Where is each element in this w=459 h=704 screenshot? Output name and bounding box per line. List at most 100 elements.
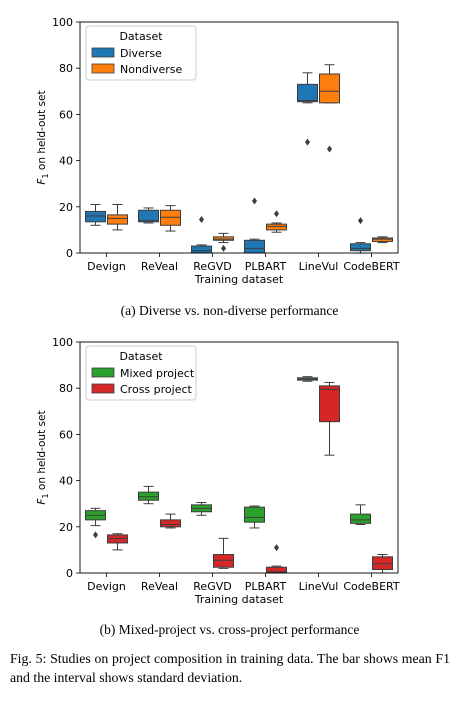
- box-mixed-project-codebert: [350, 504, 371, 525]
- box-nondiverse-plbart: [266, 210, 287, 233]
- legend-swatch-mixed-project: [91, 367, 115, 378]
- box-diverse-linevul: [297, 72, 318, 146]
- box-iqr: [266, 223, 287, 231]
- x-tick-label: ReVeal: [141, 260, 178, 273]
- figure-caption: Fig. 5: Studies on project composition i…: [10, 649, 450, 687]
- x-tick-label: CodeBERT: [343, 580, 400, 593]
- outlier-point: [221, 244, 226, 252]
- y-tick-label: 100: [52, 336, 73, 349]
- x-tick-label: CodeBERT: [343, 260, 400, 273]
- box-nondiverse-regvd: [213, 232, 234, 252]
- box-mixed-project-linevul: [297, 376, 318, 382]
- legend-swatch-nondiverse: [91, 63, 115, 74]
- box-iqr: [372, 556, 393, 571]
- box-iqr: [138, 491, 159, 501]
- box-iqr: [213, 236, 234, 241]
- legend-swatch-cross-project: [91, 383, 115, 394]
- box-mixed-project-plbart: [244, 505, 265, 529]
- y-tick-label: 40: [59, 475, 73, 488]
- y-axis-label: F1 on held-out set: [36, 90, 50, 184]
- legend-title: Dataset: [119, 30, 163, 43]
- y-tick-label: 20: [59, 201, 73, 214]
- box-diverse-plbart: [244, 197, 265, 254]
- y-tick-label: 0: [66, 567, 73, 580]
- chart-diverse-vs-nondiverse: 0 20 40 60 80 100 Devign ReVeal ReGVD PLBART LineV…: [36, 16, 400, 286]
- legend-label-cross-project: Cross project: [120, 383, 193, 396]
- box-mixed-project-devign: [85, 507, 106, 539]
- legend-label-mixed-project: Mixed project: [120, 367, 195, 380]
- box-diverse-reveal: [138, 207, 159, 224]
- y-tick-label: 80: [59, 62, 73, 75]
- outlier-point: [305, 138, 310, 146]
- outlier-point: [274, 210, 279, 218]
- x-tick-label: LineVul: [299, 580, 339, 593]
- outlier-point: [199, 216, 204, 224]
- box-mixed-project-reveal: [138, 485, 159, 505]
- y-axis-label-sub: 1: [41, 493, 50, 498]
- box-iqr: [244, 506, 265, 523]
- outlier-point: [274, 544, 279, 552]
- y-tick-label: 100: [52, 16, 73, 29]
- box-mixed-project-regvd: [191, 502, 212, 516]
- y-axis-label-rest: on held-out set: [36, 410, 48, 493]
- box-nondiverse-reveal: [160, 205, 181, 232]
- y-tick-label: 80: [59, 382, 73, 395]
- box-iqr: [191, 245, 212, 254]
- box-iqr: [350, 243, 371, 252]
- x-axis-label: Training dataset: [194, 593, 284, 606]
- x-tick-label: Devign: [87, 580, 126, 593]
- legend-swatch-diverse: [91, 47, 115, 58]
- y-tick-label: 60: [59, 108, 73, 121]
- box-iqr: [244, 239, 265, 254]
- box-cross-project-regvd: [213, 537, 234, 569]
- y-tick-label: 60: [59, 428, 73, 441]
- box-cross-project-reveal: [160, 513, 181, 529]
- box-nondiverse-devign: [107, 203, 128, 231]
- legend-label-nondiverse: Nondiverse: [120, 63, 182, 76]
- x-axis-label: Training dataset: [194, 273, 284, 286]
- box-cross-project-codebert: [372, 554, 393, 574]
- plot-frame: [79, 341, 399, 574]
- x-tick-label: Devign: [87, 260, 126, 273]
- plot-frame: [79, 21, 399, 254]
- figure-caption-label: Fig. 5:: [10, 651, 47, 666]
- box-iqr: [319, 385, 340, 423]
- box-iqr: [350, 513, 371, 524]
- box-diverse-regvd: [191, 216, 212, 254]
- y-axis-label-main: F: [36, 498, 48, 505]
- box-cross-project-linevul: [319, 381, 340, 456]
- box-iqr: [319, 73, 340, 104]
- chart-mixed-vs-cross-project: 0 20 40 60 80 100 Devign ReVeal ReGVD PLBART LineV…: [36, 336, 400, 606]
- y-tick-label: 40: [59, 155, 73, 168]
- box-iqr: [372, 237, 393, 242]
- x-tick-label: ReGVD: [193, 580, 231, 593]
- subcaption-b: (b) Mixed-project vs. cross-project perf…: [99, 622, 360, 637]
- box-nondiverse-codebert: [372, 236, 393, 244]
- box-nondiverse-linevul: [319, 64, 340, 153]
- y-tick-label: 20: [59, 521, 73, 534]
- box-iqr: [297, 83, 318, 103]
- y-axis-label-sub: 1: [41, 173, 50, 178]
- x-tick-label: ReGVD: [193, 260, 231, 273]
- box-iqr: [138, 209, 159, 223]
- box-iqr: [107, 534, 128, 544]
- box-iqr: [85, 210, 106, 223]
- box-diverse-codebert: [350, 217, 371, 254]
- outlier-point: [358, 217, 363, 225]
- box-cross-project-plbart: [266, 544, 287, 574]
- x-tick-label: LineVul: [299, 260, 339, 273]
- box-cross-project-devign: [107, 533, 128, 551]
- legend-label-diverse: Diverse: [120, 47, 162, 60]
- outlier-point: [252, 197, 257, 205]
- x-tick-label: ReVeal: [141, 580, 178, 593]
- y-tick-label: 0: [66, 247, 73, 260]
- y-axis-label-main: F: [36, 178, 48, 185]
- box-iqr: [160, 209, 181, 226]
- box-iqr: [107, 214, 128, 225]
- subcaption-a: (a) Diverse vs. non-diverse performance: [120, 303, 339, 318]
- x-tick-label: PLBART: [245, 580, 287, 593]
- box-iqr: [213, 554, 234, 568]
- box-diverse-devign: [85, 203, 106, 226]
- box-iqr: [160, 519, 181, 528]
- legend-title: Dataset: [119, 350, 163, 363]
